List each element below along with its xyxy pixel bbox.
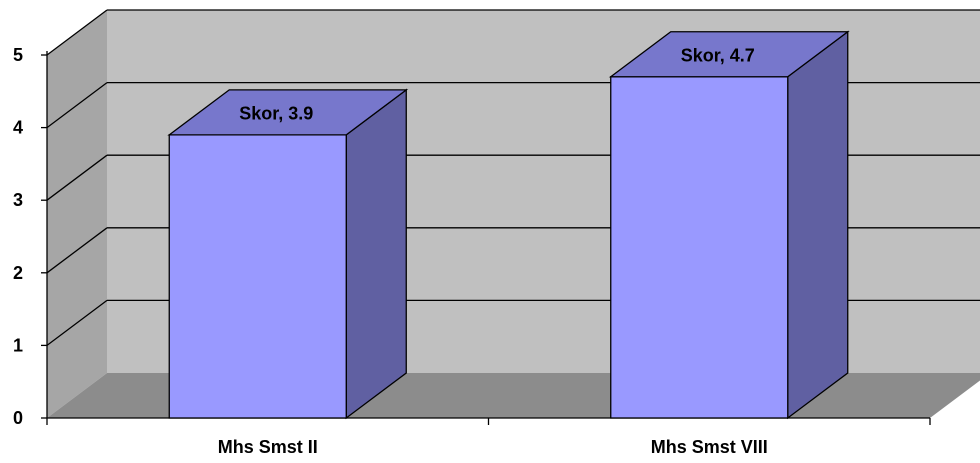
gridline-side — [46, 82, 108, 129]
y-tick-label: 5 — [13, 45, 23, 65]
y-tick-label: 4 — [13, 118, 23, 138]
bars — [167, 30, 850, 420]
bar-front — [168, 134, 347, 419]
bar-top — [608, 31, 850, 78]
data-label: Skor, 3.9 — [239, 103, 313, 123]
category-label: Mhs Smst VIII — [651, 437, 768, 457]
bar — [167, 88, 409, 420]
y-tick-label: 1 — [13, 335, 23, 355]
labels: Skor, 3.9 Mhs Smst II Skor, 4.7 Mhs Smst VI… — [218, 45, 768, 457]
data-label: Skor, 4.7 — [681, 45, 755, 65]
y-tick-label: 3 — [13, 190, 23, 210]
gridline-side — [46, 227, 108, 274]
side-wall — [47, 10, 107, 418]
category-label: Mhs Smst II — [218, 437, 318, 457]
bar-side — [787, 30, 849, 420]
y-tick-label: 2 — [13, 263, 23, 283]
bar-front — [610, 76, 789, 419]
y-tick-label: 0 — [13, 408, 23, 428]
gridline-side — [46, 299, 108, 346]
bar-side — [345, 88, 407, 420]
bar-top — [167, 89, 409, 136]
gridline-side — [46, 9, 108, 56]
bar — [608, 30, 850, 420]
gridline-side — [46, 154, 108, 201]
